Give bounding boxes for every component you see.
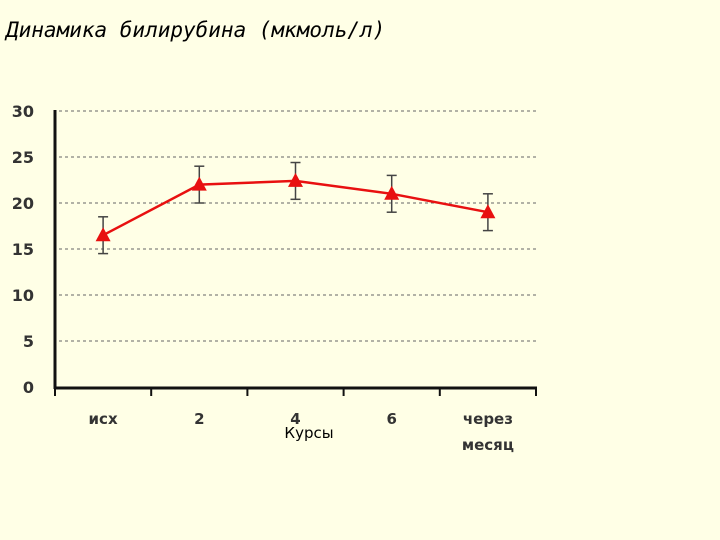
y-tick-label: 15	[12, 240, 34, 259]
x-tick-label: месяц	[462, 436, 514, 454]
x-tick-label: исх	[89, 410, 118, 428]
y-tick-labels: 0 5 10 15 20 25 30	[12, 102, 34, 397]
series-markers	[95, 172, 496, 242]
x-tick-label: 2	[194, 410, 204, 428]
x-axis-label: Курсы	[284, 424, 333, 442]
y-tick-label: 25	[12, 148, 34, 167]
data-point-marker	[384, 185, 400, 200]
y-tick-label: 0	[23, 378, 34, 397]
x-tick-labels: исх 2 4 6 через месяц	[89, 410, 514, 454]
y-tick-label: 5	[23, 332, 34, 351]
y-tick-label: 20	[12, 194, 34, 213]
data-point-marker	[288, 172, 303, 187]
x-tick-label: 6	[386, 410, 396, 428]
data-point-marker	[480, 204, 496, 219]
chart-title: Динамика билирубина (мкмоль/л)	[6, 18, 386, 42]
x-tick-label: 4	[290, 410, 300, 428]
y-tick-label: 30	[12, 102, 34, 121]
axes	[53, 110, 537, 396]
data-point-marker	[191, 176, 207, 191]
y-tick-label: 10	[12, 286, 34, 305]
data-point-marker	[95, 227, 111, 242]
gridlines	[59, 110, 536, 342]
x-tick-label: через	[463, 410, 513, 428]
